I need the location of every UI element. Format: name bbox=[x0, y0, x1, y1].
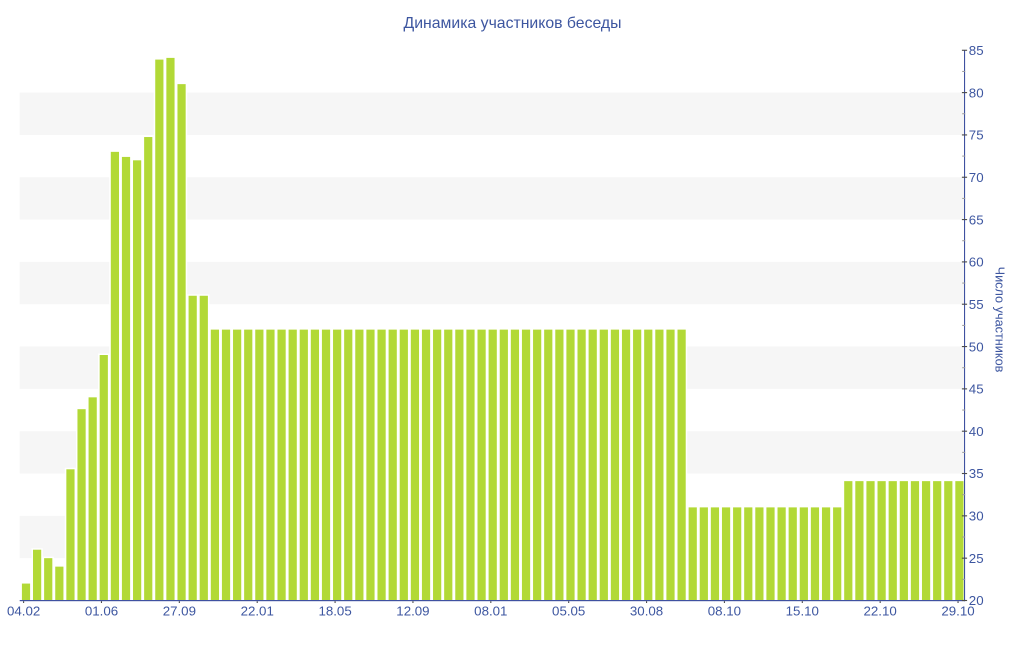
svg-text:75: 75 bbox=[969, 128, 984, 143]
svg-text:65: 65 bbox=[969, 212, 984, 227]
svg-text:85: 85 bbox=[969, 43, 984, 58]
svg-text:05.05: 05.05 bbox=[552, 603, 585, 618]
svg-text:22.10: 22.10 bbox=[864, 603, 897, 618]
svg-text:12.09: 12.09 bbox=[396, 603, 429, 618]
svg-text:45: 45 bbox=[969, 382, 984, 397]
svg-text:29.10: 29.10 bbox=[941, 603, 974, 618]
svg-text:08.01: 08.01 bbox=[474, 603, 507, 618]
svg-text:20: 20 bbox=[969, 593, 984, 608]
svg-text:70: 70 bbox=[969, 170, 984, 185]
svg-text:30: 30 bbox=[969, 509, 984, 524]
svg-text:Число участников: Число участников bbox=[992, 267, 1006, 373]
svg-text:27.09: 27.09 bbox=[163, 603, 196, 618]
svg-text:Динамика участников беседы: Динамика участников беседы bbox=[404, 15, 622, 32]
svg-text:30.08: 30.08 bbox=[630, 603, 663, 618]
svg-text:80: 80 bbox=[969, 85, 984, 100]
svg-text:55: 55 bbox=[969, 297, 984, 312]
svg-text:01.06: 01.06 bbox=[85, 603, 118, 618]
svg-text:60: 60 bbox=[969, 255, 984, 270]
svg-text:08.10: 08.10 bbox=[708, 603, 741, 618]
svg-text:18.05: 18.05 bbox=[318, 603, 351, 618]
svg-text:04.02: 04.02 bbox=[7, 603, 40, 618]
svg-text:50: 50 bbox=[969, 339, 984, 354]
svg-text:35: 35 bbox=[969, 466, 984, 481]
svg-text:40: 40 bbox=[969, 424, 984, 439]
svg-text:22.01: 22.01 bbox=[241, 603, 274, 618]
svg-text:15.10: 15.10 bbox=[786, 603, 819, 618]
svg-text:25: 25 bbox=[969, 551, 984, 566]
